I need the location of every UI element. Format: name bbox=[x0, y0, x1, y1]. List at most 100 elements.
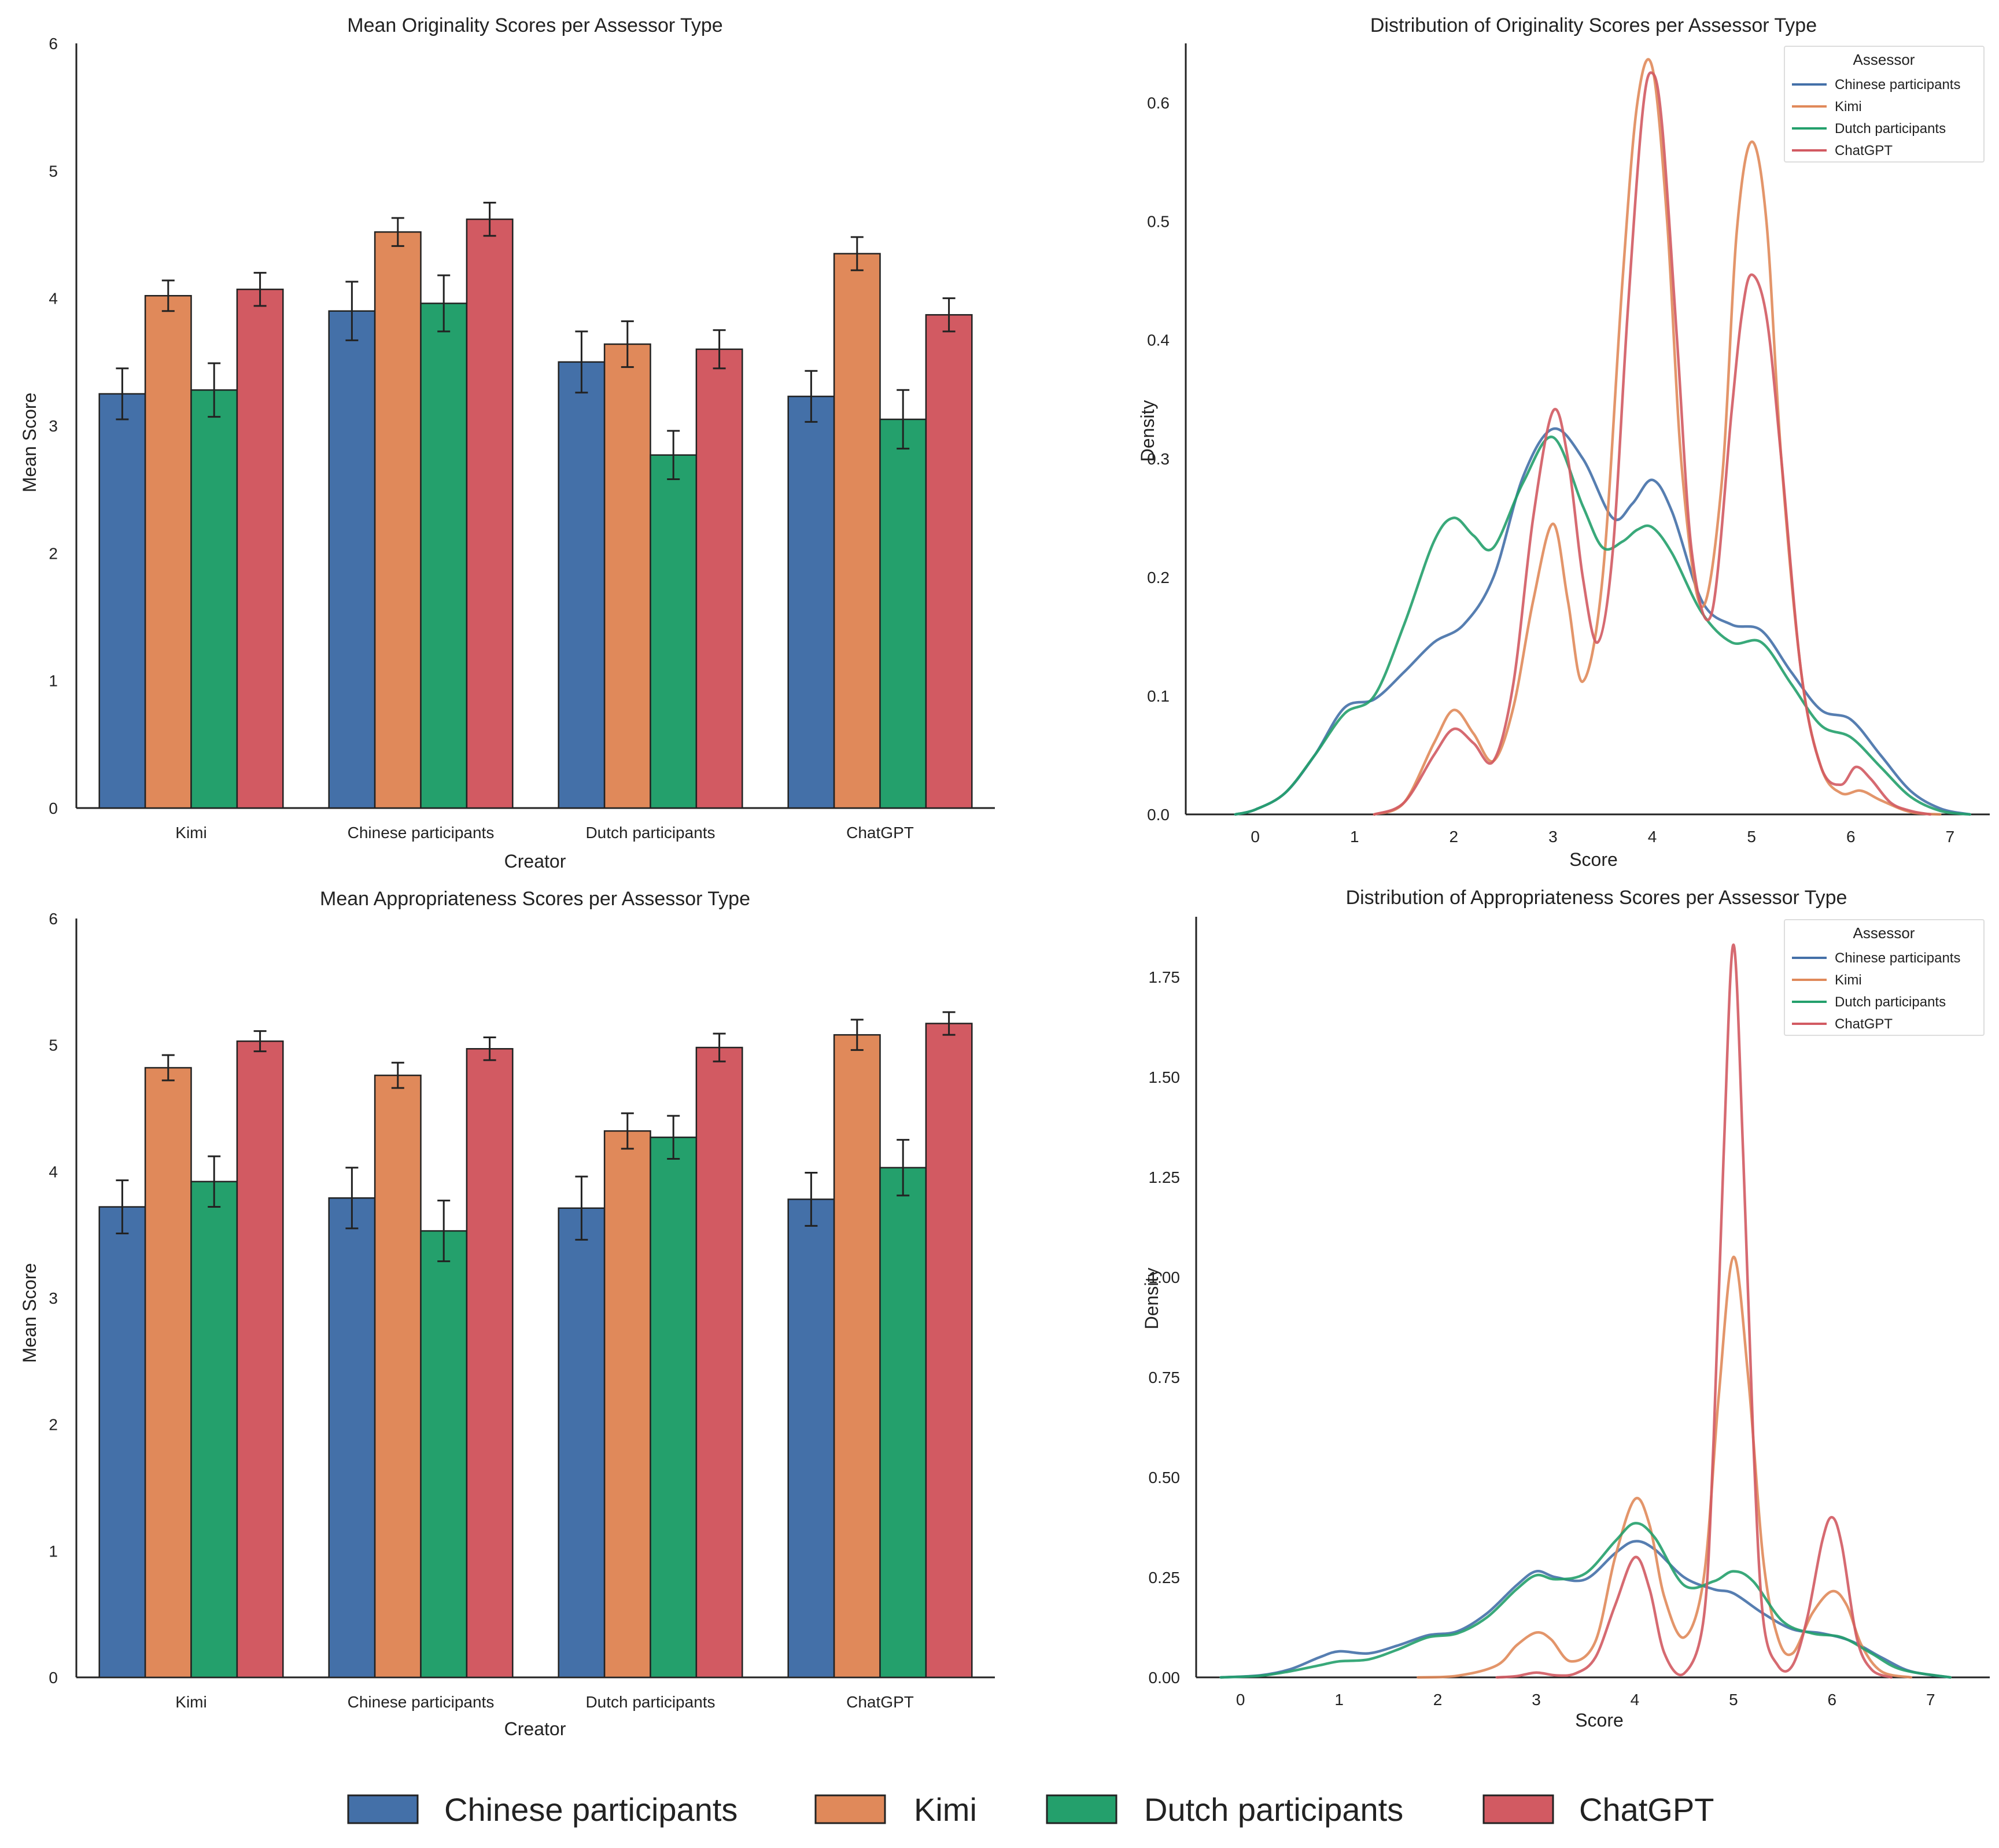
legend-title: Assessor bbox=[1853, 51, 1915, 68]
legend-title: Assessor bbox=[1853, 924, 1915, 942]
bar-chatgpt-chinese-participants bbox=[787, 396, 835, 809]
y-tick-label: 0.2 bbox=[1147, 569, 1170, 587]
y-tick-label: 3 bbox=[49, 417, 58, 435]
x-tick-label: ChatGPT bbox=[846, 824, 914, 842]
density-line-chatgpt bbox=[1495, 943, 1893, 1679]
x-tick-label: 0 bbox=[1236, 1691, 1245, 1709]
bar-dutch-participants-kimi bbox=[603, 343, 651, 809]
bar-kimi-dutch-participants bbox=[190, 389, 238, 809]
x-tick-label: 5 bbox=[1747, 828, 1756, 846]
bar-chatgpt-chatgpt bbox=[925, 1023, 973, 1679]
panel-title: Distribution of Originality Scores per A… bbox=[1370, 14, 1817, 36]
x-tick-label: ChatGPT bbox=[846, 1693, 914, 1711]
x-tick-label: Kimi bbox=[175, 1693, 206, 1711]
x-axis-label: Score bbox=[1569, 849, 1618, 870]
y-tick-label: 1.00 bbox=[1149, 1268, 1181, 1286]
legend-swatch-chinese-participants bbox=[347, 1794, 419, 1824]
bar-chinese-participants-dutch-participants bbox=[420, 1230, 468, 1679]
y-tick-label: 6 bbox=[49, 910, 58, 928]
y-tick-label: 0.00 bbox=[1149, 1669, 1181, 1687]
x-tick-label: 4 bbox=[1648, 828, 1657, 846]
y-tick-label: 0.3 bbox=[1147, 450, 1170, 468]
bar-chinese-participants-dutch-participants bbox=[420, 303, 468, 809]
bar-dutch-participants-chinese-participants bbox=[558, 361, 606, 809]
y-tick-label: 5 bbox=[49, 1036, 58, 1054]
y-tick-label: 4 bbox=[49, 1163, 58, 1181]
density-line-kimi bbox=[1417, 1256, 1912, 1679]
bar-chinese-participants-kimi bbox=[374, 1074, 422, 1679]
legend-label-chatgpt: ChatGPT bbox=[1835, 143, 1893, 158]
bar-chatgpt-kimi bbox=[833, 1034, 881, 1679]
legend-label-dutch-participants: Dutch participants bbox=[1144, 1791, 1403, 1828]
appropriateness-density-chart-panel: Distribution of Appropriateness Scores p… bbox=[1141, 887, 1990, 1731]
y-tick-label: 0.25 bbox=[1149, 1569, 1181, 1587]
legend-label-kimi: Kimi bbox=[1835, 99, 1862, 115]
y-tick-label: 3 bbox=[49, 1289, 58, 1307]
density-line-chatgpt bbox=[1373, 71, 1932, 816]
bar-dutch-participants-chatgpt bbox=[695, 1046, 743, 1679]
y-tick-label: 0.0 bbox=[1147, 806, 1170, 824]
x-tick-label: 2 bbox=[1450, 828, 1459, 846]
x-tick-label: 5 bbox=[1729, 1691, 1738, 1709]
density-line-kimi bbox=[1373, 58, 1942, 816]
legend-label-chinese-participants: Chinese participants bbox=[1835, 950, 1960, 966]
bar-chatgpt-dutch-participants bbox=[879, 418, 927, 809]
y-axis-label: Mean Score bbox=[19, 1263, 40, 1363]
legend-swatch-kimi bbox=[814, 1794, 886, 1824]
bar-kimi-kimi bbox=[144, 295, 192, 809]
x-tick-label: Dutch participants bbox=[585, 1693, 715, 1711]
plot-area: 0.0 0.1 0.2 0.3 0.4 0.5 0.6 0 1 2 3 4 5 6 7 bbox=[1147, 43, 1990, 846]
bar-chinese-participants-chinese-participants bbox=[328, 310, 376, 809]
y-tick-label: 0 bbox=[49, 1669, 58, 1687]
bar-dutch-participants-chinese-participants bbox=[558, 1207, 606, 1679]
bar-kimi-chatgpt bbox=[236, 288, 284, 809]
appropriateness-bar-chart-panel: Mean Appropriateness Scores per Assessor… bbox=[19, 888, 995, 1739]
legend-label-chatgpt: ChatGPT bbox=[1835, 1016, 1893, 1032]
x-tick-label: Kimi bbox=[175, 824, 206, 842]
y-tick-label: 0.50 bbox=[1149, 1469, 1181, 1486]
density-line-chinese-participants bbox=[1219, 1540, 1952, 1679]
y-tick-label: 1.75 bbox=[1149, 968, 1181, 986]
y-tick-label: 4 bbox=[49, 290, 58, 308]
legend-label-chatgpt: ChatGPT bbox=[1579, 1791, 1714, 1828]
figure-legend: Chinese participants Kimi Dutch particip… bbox=[347, 1791, 1714, 1828]
bar-dutch-participants-dutch-participants bbox=[650, 454, 698, 809]
bar-kimi-kimi bbox=[144, 1067, 192, 1679]
bar-kimi-chatgpt bbox=[236, 1040, 284, 1679]
x-tick-label: 2 bbox=[1433, 1691, 1443, 1709]
panel-title: Mean Appropriateness Scores per Assessor… bbox=[320, 888, 750, 910]
y-axis-label: Density bbox=[1137, 400, 1158, 462]
bar-chinese-participants-chatgpt bbox=[466, 1047, 514, 1679]
plot-area: 0 1 2 3 4 5 6 Kimi Chinese participants Dutch par… bbox=[49, 35, 995, 842]
legend-swatch-chatgpt bbox=[1482, 1794, 1554, 1824]
y-tick-label: 0.75 bbox=[1149, 1369, 1181, 1386]
density-line-dutch-participants bbox=[1234, 436, 1971, 816]
bar-chatgpt-chatgpt bbox=[925, 314, 973, 809]
density-line-chinese-participants bbox=[1234, 427, 1971, 816]
x-axis-label: Creator bbox=[504, 1718, 566, 1739]
x-tick-label: 1 bbox=[1350, 828, 1359, 846]
bar-dutch-participants-dutch-participants bbox=[650, 1137, 698, 1679]
legend-label-kimi: Kimi bbox=[914, 1791, 977, 1828]
x-tick-label: 7 bbox=[1946, 828, 1955, 846]
legend-label-dutch-participants: Dutch participants bbox=[1835, 994, 1946, 1010]
y-tick-label: 0.1 bbox=[1147, 687, 1170, 705]
bar-chinese-participants-chinese-participants bbox=[328, 1197, 376, 1679]
originality-bar-chart-panel: Mean Originality Scores per Assessor Typ… bbox=[19, 14, 995, 872]
y-tick-label: 1 bbox=[49, 672, 58, 690]
x-tick-label: 3 bbox=[1548, 828, 1558, 846]
assessor-legend: Assessor Chinese participants Kimi Dutch… bbox=[1784, 919, 1985, 1036]
legend-frame bbox=[1784, 919, 1985, 1036]
bar-chatgpt-chinese-participants bbox=[787, 1198, 835, 1679]
x-tick-label: Chinese participants bbox=[348, 1693, 495, 1711]
x-tick-label: 7 bbox=[1926, 1691, 1935, 1709]
x-axis-label: Creator bbox=[504, 851, 566, 872]
originality-density-chart-panel: Distribution of Originality Scores per A… bbox=[1137, 14, 1990, 870]
y-tick-label: 0.6 bbox=[1147, 94, 1170, 112]
bar-kimi-dutch-participants bbox=[190, 1181, 238, 1679]
legend-label-dutch-participants: Dutch participants bbox=[1835, 121, 1946, 137]
y-tick-label: 2 bbox=[49, 1416, 58, 1434]
y-tick-label: 0.5 bbox=[1147, 213, 1170, 231]
x-tick-label: 0 bbox=[1251, 828, 1260, 846]
